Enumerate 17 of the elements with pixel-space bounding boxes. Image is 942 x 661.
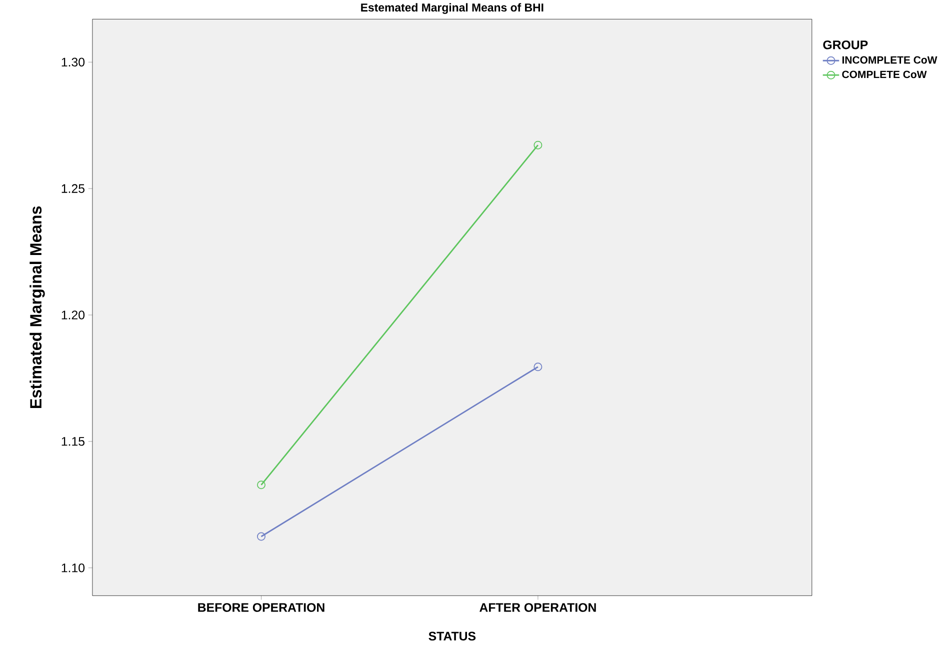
- x-axis-title: STATUS: [428, 632, 476, 640]
- chart-title: Estemated Marginal Means of BHI: [361, 2, 544, 14]
- x-tick-label: BEFORE OPERATION: [198, 602, 324, 612]
- legend-title: GROUP: [823, 40, 868, 50]
- point: [256, 532, 266, 541]
- legend-label: INCOMPLETE CoW: [842, 56, 938, 64]
- y-tick-label: 1.20: [62, 310, 85, 320]
- point: [534, 362, 542, 371]
- point: [534, 140, 542, 150]
- y-tick-label: 1.10: [62, 563, 85, 572]
- y-tick-label: 1.30: [62, 58, 85, 66]
- legend-label: COMPLETE CoW: [842, 70, 927, 78]
- y-tick-label: 1.15: [62, 436, 84, 446]
- x-tick-label: AFTER OPERATION: [480, 602, 596, 612]
- y-axis-title: Estimated Marginal Means: [30, 206, 45, 408]
- point: [256, 480, 266, 489]
- y-tick-label: 1.25: [62, 184, 84, 193]
